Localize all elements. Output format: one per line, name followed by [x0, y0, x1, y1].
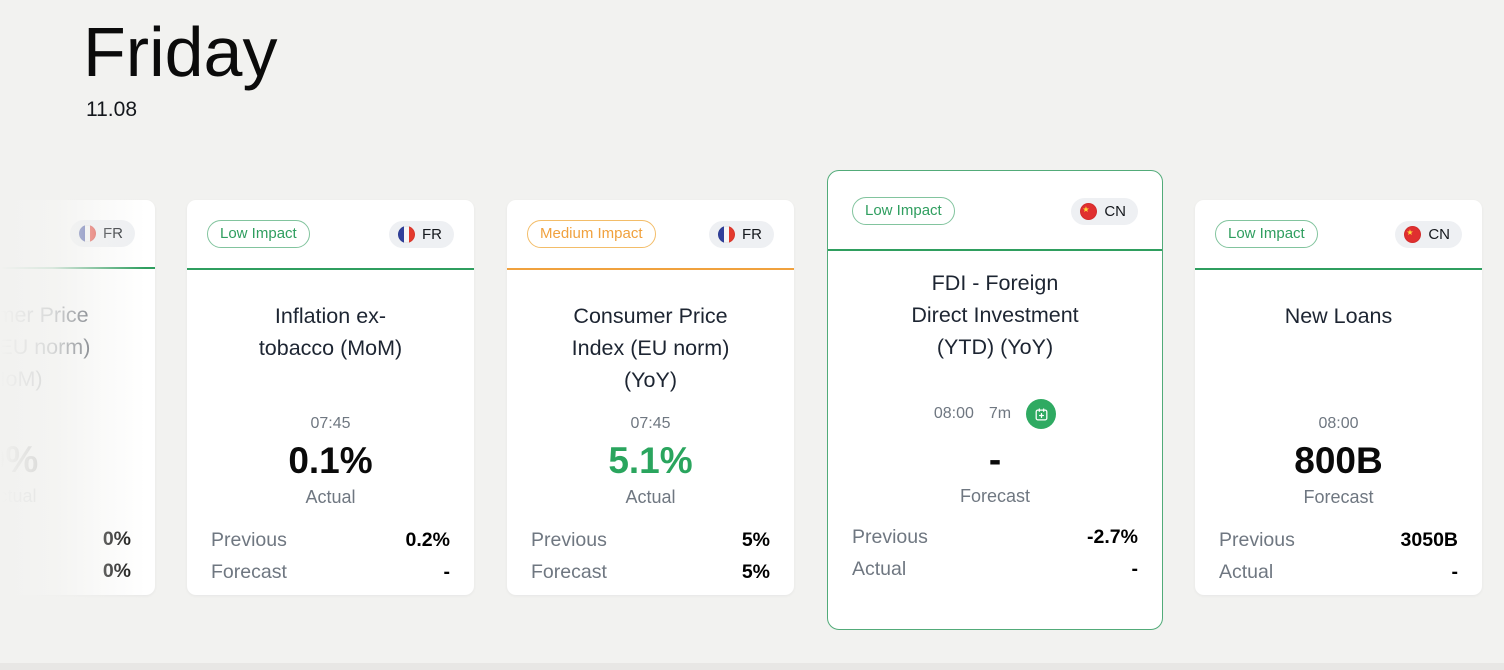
impact-badge: Low Impact [1215, 220, 1318, 248]
card-header: Low Impact CN [1195, 200, 1482, 268]
headline-value: 0% [0, 439, 39, 480]
stat-row-previous: Previous 0% [102, 528, 131, 550]
event-card-fdi[interactable]: Low Impact CN FDI - Foreign Direct Inves… [827, 170, 1163, 630]
horizontal-scrollbar[interactable] [0, 663, 1504, 670]
day-date: 11.08 [86, 97, 137, 121]
impact-badge: Low Impact [852, 197, 955, 225]
headline-value-label: Actual [625, 487, 676, 507]
event-time: 08:00 [933, 405, 974, 422]
france-flag-icon [398, 225, 415, 243]
country-code: CN [1428, 225, 1450, 243]
impact-divider [828, 249, 1162, 251]
country-badge: FR [70, 220, 135, 247]
stat-row-previous: Previous 0.2% [211, 529, 450, 551]
china-flag-icon [1080, 202, 1098, 220]
impact-badge: Medium Impact [527, 220, 656, 248]
event-card-cpi-mom[interactable]: FR Consumer Price Index (EU norm) (MoM) … [0, 200, 155, 595]
event-title: Consumer Price Index (EU norm) (MoM) [0, 303, 91, 391]
event-time: 07:45 [310, 415, 351, 432]
headline-value-label: Forecast [959, 486, 1031, 506]
china-flag-icon [1404, 225, 1422, 243]
headline-value: 800B [1294, 440, 1383, 481]
event-title: New Loans [1284, 304, 1393, 328]
event-title: Consumer Price Index (EU norm) (YoY) [571, 304, 730, 392]
headline-value-label: Forecast [1303, 487, 1374, 507]
country-badge: FR [709, 220, 774, 248]
headline-value-label: Actual [0, 486, 37, 506]
headline-value: 5.1% [608, 440, 693, 481]
stat-row-actual: Actual - [1219, 561, 1458, 583]
impact-badge: Low Impact [207, 220, 310, 248]
event-countdown: 7m [988, 405, 1012, 422]
stat-row-previous: Previous 3050B [1219, 529, 1458, 551]
stat-row-forecast: Forecast - [211, 561, 450, 583]
day-title: Friday [83, 13, 278, 91]
country-badge: CN [1395, 220, 1462, 248]
calendar-plus-icon [1034, 407, 1049, 422]
card-header: Low Impact CN [828, 171, 1162, 249]
event-title: FDI - Foreign Direct Investment (YTD) (Y… [911, 271, 1079, 359]
stat-row-actual: Actual - [852, 558, 1138, 580]
country-code: FR [422, 225, 442, 243]
france-flag-icon [718, 225, 735, 243]
event-title: Inflation ex- tobacco (MoM) [258, 304, 403, 360]
event-time: 08:00 [1318, 415, 1359, 432]
stat-row-previous: Previous -2.7% [852, 526, 1138, 548]
card-header: Low Impact FR [187, 200, 474, 268]
impact-divider [1195, 268, 1482, 270]
country-code: CN [1104, 202, 1126, 220]
add-reminder-button[interactable] [1026, 399, 1057, 429]
country-badge: CN [1071, 197, 1138, 225]
france-flag-icon [79, 225, 96, 242]
stat-row-forecast: Forecast 0% [102, 560, 131, 582]
event-card-cpi-yoy[interactable]: Medium Impact FR Consumer Price Index (E… [507, 200, 794, 595]
event-card-inflation-ex-tobacco[interactable]: Low Impact FR Inflation ex- tobacco (MoM… [187, 200, 474, 595]
event-time: 07:45 [630, 415, 671, 432]
headline-value: 0.1% [288, 440, 373, 481]
impact-divider [187, 268, 474, 270]
stat-row-forecast: Forecast 5% [531, 561, 770, 583]
event-card-new-loans[interactable]: Low Impact CN New Loans 08:00 800B Forec… [1195, 200, 1482, 595]
calendar-day-header: Friday 11.08 [83, 13, 278, 122]
card-header: Medium Impact FR [507, 200, 794, 268]
country-code: FR [103, 225, 123, 242]
headline-value-label: Actual [305, 487, 356, 507]
impact-divider [507, 268, 794, 270]
stat-row-previous: Previous 5% [531, 529, 770, 551]
country-badge: FR [389, 220, 454, 248]
headline-value: - [988, 439, 1002, 480]
card-header: FR [0, 200, 155, 267]
country-code: FR [742, 225, 762, 243]
